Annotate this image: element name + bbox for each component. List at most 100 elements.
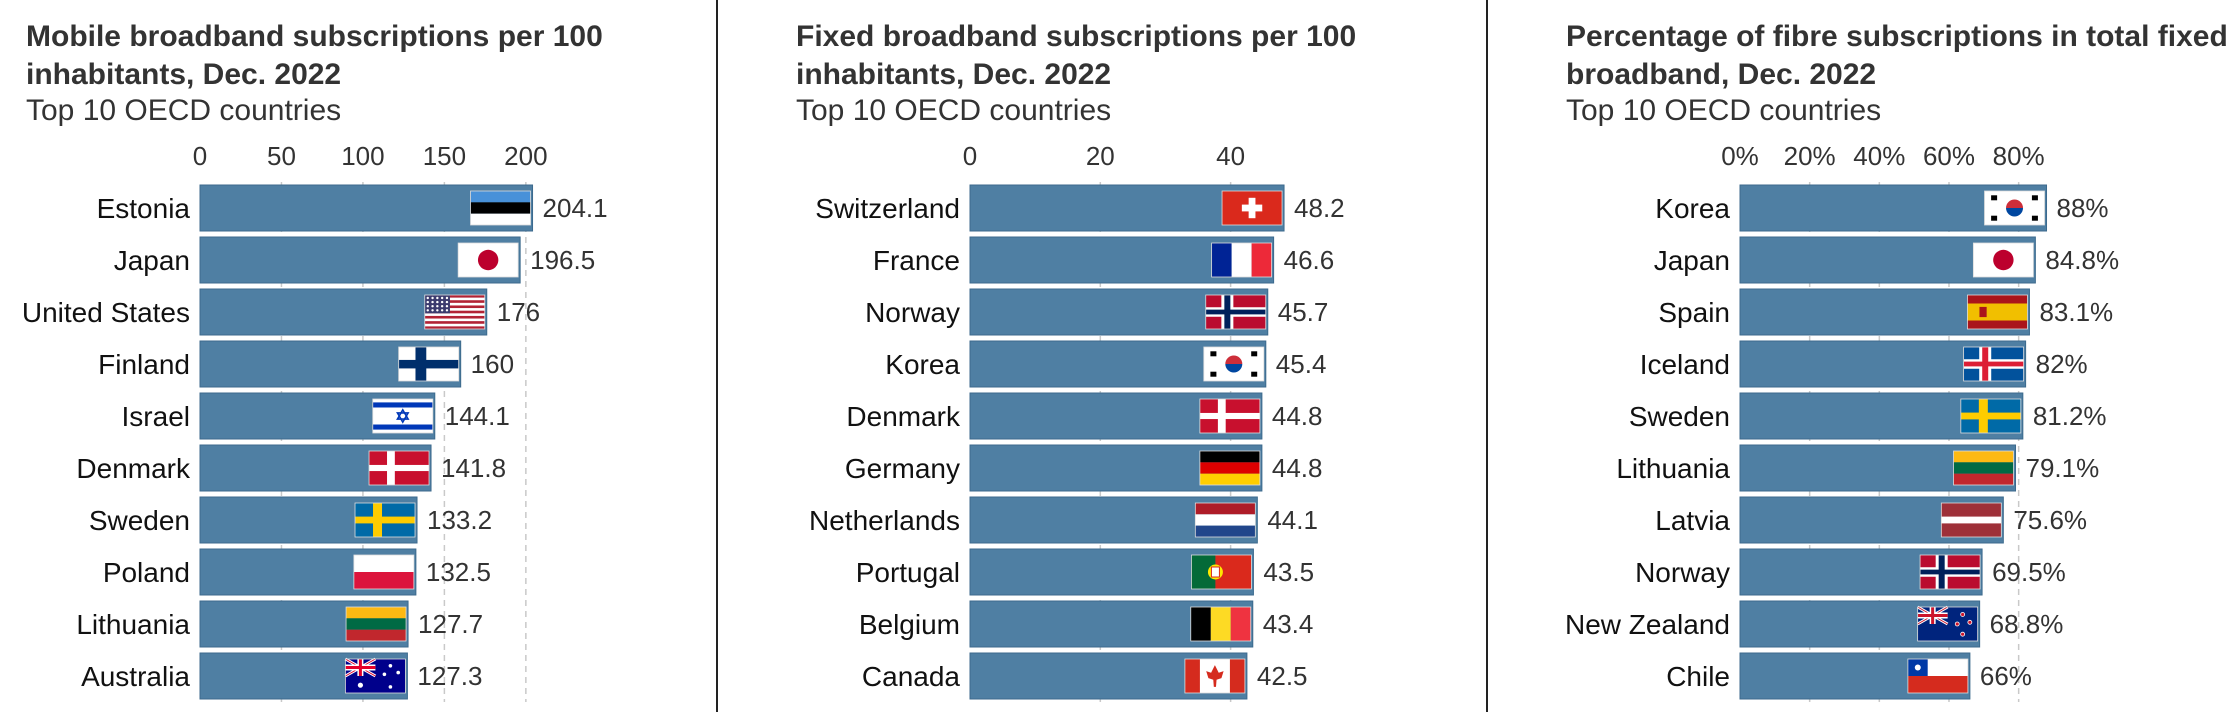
sweden-flag-icon: [1960, 398, 2022, 434]
category-label: Israel: [122, 401, 190, 432]
spain-flag-icon: [1967, 294, 2028, 330]
value-label: 45.7: [1278, 297, 1329, 327]
united-states-flag-icon: [424, 294, 486, 330]
x-tick-label: 0%: [1721, 141, 1759, 171]
iceland-flag-icon: [1963, 346, 2025, 382]
category-label: Finland: [98, 349, 190, 380]
new-zealand-flag-icon: [1916, 605, 1979, 642]
latvia-flag-icon: [1940, 502, 2002, 538]
x-tick-label: 40: [1216, 141, 1245, 171]
mobile-broadband-plot: 0 50 100 150 200 Estonia 204.1 Japan 196.5 United…: [22, 141, 608, 702]
fixed-broadband-plot: 0 20 40 Switzerland 48.2 France 46.6 Norway 45.7…: [809, 141, 1345, 702]
x-tick-label: 40%: [1853, 141, 1905, 171]
value-label: 160: [471, 349, 514, 379]
category-label: Sweden: [1629, 401, 1730, 432]
value-label: 127.7: [418, 609, 483, 639]
value-label: 43.5: [1263, 557, 1314, 587]
x-tick-label: 150: [423, 141, 466, 171]
value-label: 133.2: [427, 505, 492, 535]
value-label: 66%: [1980, 661, 2032, 691]
value-label: 144.1: [445, 401, 510, 431]
chart-title: Mobile broadband subscriptions per 100 i…: [26, 20, 603, 91]
korea-flag-icon: [1984, 190, 2045, 226]
value-label: 81.2%: [2033, 401, 2107, 431]
netherlands-flag-icon: [1194, 502, 1256, 538]
norway-flag-icon: [1205, 294, 1267, 330]
fibre-share-plot: 0% 20% 40% 60% 80% Korea 88% Japan 84.8% Spain 83.…: [1565, 141, 2119, 702]
france-flag-icon: [1211, 242, 1273, 278]
value-label: 88%: [2057, 193, 2109, 223]
mobile-broadband-chart: Mobile broadband subscriptions per 100 i…: [0, 0, 716, 712]
value-label: 68.8%: [1990, 609, 2064, 639]
category-label: Latvia: [1655, 505, 1730, 536]
value-label: 45.4: [1276, 349, 1327, 379]
category-label: Germany: [845, 453, 960, 484]
chart-subtitle: Top 10 OECD countries: [796, 94, 1112, 127]
category-label: Korea: [1655, 193, 1730, 224]
finland-flag-icon: [398, 346, 460, 382]
category-label: Portugal: [856, 557, 960, 588]
lithuania-flag-icon: [345, 606, 407, 642]
category-label: United States: [22, 297, 190, 328]
x-tick-label: 0: [963, 141, 977, 171]
japan-flag-icon: [1972, 242, 2034, 278]
value-label: 42.5: [1257, 661, 1308, 691]
chart-subtitle: Top 10 OECD countries: [26, 94, 342, 127]
value-label: 46.6: [1284, 245, 1335, 275]
value-label: 141.8: [441, 453, 506, 483]
category-label: Netherlands: [809, 505, 960, 536]
category-label: Canada: [862, 661, 961, 692]
denmark-flag-icon: [368, 450, 430, 486]
value-label: 196.5: [530, 245, 595, 275]
chile-flag-icon: [1907, 658, 1969, 694]
sweden-flag-icon: [354, 502, 416, 538]
panel-divider: [1486, 0, 1488, 712]
category-label: Lithuania: [76, 609, 190, 640]
value-label: 79.1%: [2026, 453, 2100, 483]
value-label: 127.3: [417, 661, 482, 691]
category-label: Poland: [103, 557, 190, 588]
category-label: Sweden: [89, 505, 190, 536]
japan-flag-icon: [457, 242, 519, 278]
denmark-flag-icon: [1199, 398, 1261, 434]
canada-flag-icon: [1184, 658, 1246, 694]
category-label: Estonia: [97, 193, 191, 224]
category-label: Denmark: [76, 453, 191, 484]
lithuania-flag-icon: [1953, 450, 2014, 486]
x-tick-label: 200: [504, 141, 547, 171]
value-label: 176: [497, 297, 540, 327]
value-label: 44.1: [1267, 505, 1318, 535]
x-tick-label: 50: [267, 141, 296, 171]
value-label: 48.2: [1294, 193, 1345, 223]
value-label: 84.8%: [2045, 245, 2119, 275]
category-label: Australia: [81, 661, 190, 692]
x-tick-label: 100: [341, 141, 384, 171]
category-label: Denmark: [846, 401, 961, 432]
category-label: Lithuania: [1616, 453, 1730, 484]
value-label: 204.1: [543, 193, 608, 223]
category-label: Iceland: [1640, 349, 1730, 380]
switzerland-flag-icon: [1221, 190, 1283, 226]
chart-title: Percentage of fibre subscriptions in tot…: [1566, 20, 2228, 91]
category-label: Spain: [1658, 297, 1730, 328]
value-label: 44.8: [1272, 453, 1323, 483]
category-label: Belgium: [859, 609, 960, 640]
category-label: New Zealand: [1565, 609, 1730, 640]
x-tick-label: 20: [1086, 141, 1115, 171]
australia-flag-icon: [344, 657, 406, 694]
category-label: Korea: [885, 349, 960, 380]
category-label: Japan: [1654, 245, 1730, 276]
israel-flag-icon: [372, 398, 434, 434]
poland-flag-icon: [353, 554, 415, 590]
chart-subtitle: Top 10 OECD countries: [1566, 94, 1882, 127]
value-label: 69.5%: [1992, 557, 2066, 587]
fixed-broadband-chart: Fixed broadband subscriptions per 100 in…: [770, 0, 1486, 712]
germany-flag-icon: [1199, 450, 1261, 486]
belgium-flag-icon: [1190, 606, 1252, 642]
portugal-flag-icon: [1191, 554, 1252, 590]
category-label: Switzerland: [815, 193, 960, 224]
estonia-flag-icon: [470, 190, 531, 226]
category-label: France: [873, 245, 960, 276]
category-label: Norway: [865, 297, 960, 328]
korea-flag-icon: [1203, 346, 1265, 382]
